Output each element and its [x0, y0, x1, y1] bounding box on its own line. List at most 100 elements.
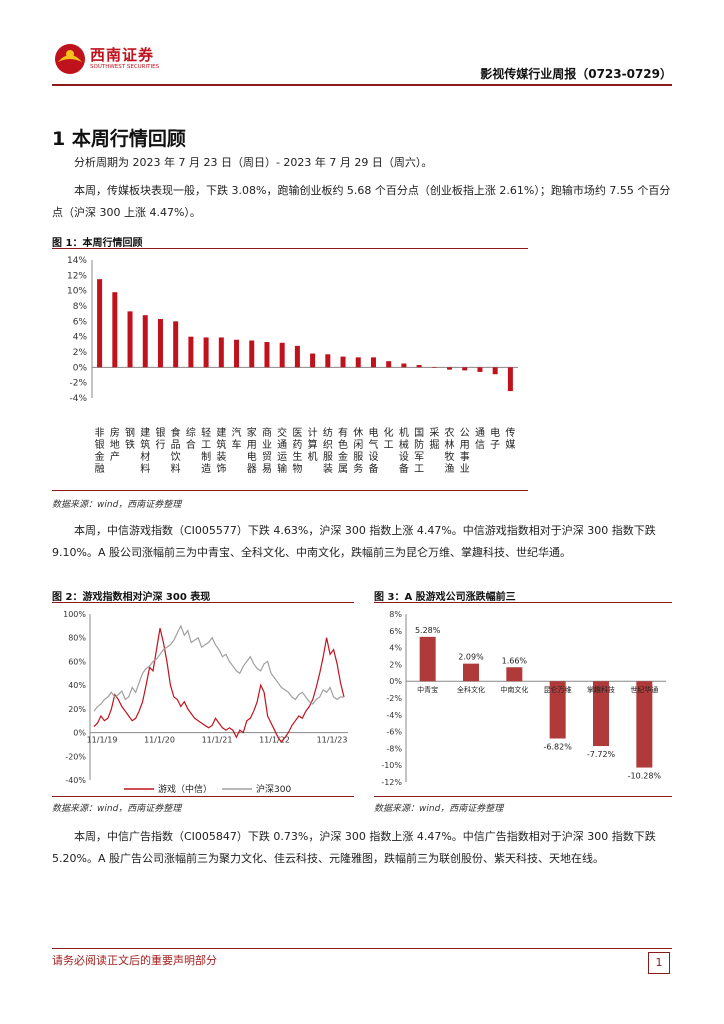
fig1-category-label: 备: [399, 462, 409, 475]
fig1-category-label: 设: [399, 451, 409, 463]
fig2-y-tick-label: -20%: [65, 752, 86, 761]
fig2-y-tick-label: 40%: [68, 681, 86, 690]
fig1-category-label: 服: [353, 451, 363, 463]
fig1-category-label: 业: [262, 439, 272, 451]
fig1-category-label: 汽: [232, 426, 242, 439]
fig1-category-label: 闲: [353, 438, 363, 451]
fig3-bottom-rule: [374, 796, 672, 797]
fig3-caption: 图 3：A 股游戏公司涨跌幅前三: [374, 592, 516, 603]
fig1-y-tick-label: 6%: [73, 317, 88, 327]
fig2-y-tick-label: 100%: [63, 610, 86, 619]
fig1-category-label: 掘: [429, 438, 439, 451]
fig1-y-tick-label: -2%: [69, 379, 87, 389]
fig1-bar: [157, 319, 163, 368]
fig1-category-label: 信: [475, 439, 485, 451]
fig1-top-rule: [52, 248, 528, 249]
fig1-category-label: 器: [247, 463, 257, 475]
fig1-bar: [142, 315, 148, 368]
logo-en-text: SOUTHWEST SECURITIES: [90, 64, 160, 70]
fig1-y-tick-label: 12%: [67, 271, 87, 281]
fig1-category-label: 饰: [216, 462, 226, 475]
footer-disclaimer: 请务必阅读正文后的重要声明部分: [52, 954, 217, 967]
fig1-category-label: 电: [247, 450, 257, 463]
fig1-bar: [431, 367, 437, 368]
fig1-category-label: 生: [292, 450, 302, 463]
fig3-category-label: 世纪华通: [630, 685, 658, 694]
fig3-y-tick-label: -6%: [386, 728, 402, 737]
fig3-y-tick-label: 6%: [389, 627, 402, 636]
page-number: 1: [648, 952, 670, 974]
report-title: 影视传媒行业周报（0723-0729）: [480, 67, 672, 81]
fig2-x-tick-label: 11/1/22: [259, 736, 290, 745]
fig1-category-label: 产: [110, 450, 120, 463]
fig2-bottom-rule: [52, 796, 354, 797]
fig3-y-tick-label: 8%: [389, 610, 402, 619]
fig1-category-label: 属: [338, 463, 348, 475]
fig2-y-tick-label: 0%: [73, 729, 86, 738]
fig3-y-tick-label: -8%: [386, 744, 402, 753]
fig1-bar: [477, 367, 483, 372]
fig1-category-label: 林: [445, 438, 455, 451]
fig1-category-label: 计: [308, 426, 318, 439]
fig2-y-tick-label: -40%: [65, 776, 86, 785]
fig1-category-label: 牧: [445, 450, 455, 463]
fig1-bar: [264, 342, 270, 368]
fig3-bar: [549, 681, 566, 739]
fig1-y-tick-label: 4%: [73, 333, 88, 343]
fig1-category-label: 车: [232, 438, 242, 451]
fig1-y-tick-label: 14%: [67, 256, 87, 266]
fig1-bar: [355, 357, 361, 368]
fig1-bar-chart: 14%12%10%8%6%4%2%0%-2%-4%非银金融房地产钢铁建筑材料银行…: [67, 256, 518, 475]
fig1-category-label: 药: [292, 439, 302, 451]
fig1-category-label: 行: [155, 438, 165, 451]
fig2-x-tick-label: 11/1/21: [202, 736, 233, 745]
fig1-category-label: 筑: [140, 438, 150, 451]
fig1-y-tick-label: 2%: [73, 348, 88, 358]
fig1-category-label: 交: [277, 426, 287, 439]
fig1-category-label: 电: [368, 426, 378, 439]
fig1-bar: [386, 361, 392, 368]
fig1-category-label: 织: [323, 439, 333, 451]
fig2-source: 数据来源：wind，西南证券整理: [52, 804, 182, 814]
fig3-category-label: 掌趣科技: [587, 685, 615, 694]
fig1-category-label: 有: [338, 426, 348, 439]
fig1-category-label: 建: [216, 426, 226, 439]
fig1-bar: [447, 367, 453, 370]
fig1-category-label: 采: [429, 427, 439, 439]
fig2-series-line: [93, 624, 344, 712]
fig1-category-label: 钢: [125, 426, 135, 439]
fig1-category-label: 纺: [323, 426, 333, 439]
fig1-bar: [203, 337, 209, 368]
fig1-category-label: 通: [475, 427, 485, 439]
fig1-bar: [416, 365, 422, 368]
fig1-category-label: 工: [384, 440, 394, 451]
fig1-category-label: 品: [171, 439, 181, 451]
fig2-legend-label: 游戏（中信）: [158, 783, 212, 794]
fig2-series-line: [93, 628, 345, 744]
fig3-category-label: 昆仑万维: [544, 685, 572, 694]
fig1-category-label: 融: [95, 463, 105, 475]
fig1-category-label: 建: [140, 426, 150, 439]
fig1-y-tick-label: 0%: [73, 363, 88, 373]
fig1-bar: [492, 367, 498, 375]
fig1-category-label: 运: [277, 451, 287, 463]
fig1-category-label: 子: [490, 439, 500, 451]
fig2-x-tick-label: 11/1/19: [87, 736, 118, 745]
fig3-y-tick-label: 2%: [389, 660, 402, 669]
fig1-category-label: 装: [216, 450, 226, 463]
fig1-category-label: 非: [95, 427, 105, 439]
fig1-category-label: 用: [460, 440, 470, 451]
fig1-category-label: 公: [460, 428, 470, 439]
fig1-category-label: 机: [399, 426, 409, 439]
game-index-paragraph: 本周，中信游戏指数（CI005577）下跌 4.63%，沪深 300 指数上涨 …: [52, 524, 656, 559]
fig1-category-label: 饮: [171, 450, 181, 463]
fig1-category-label: 务: [353, 462, 363, 475]
fig1-category-label: 算: [308, 438, 318, 451]
fig1-category-label: 造: [201, 462, 211, 475]
fig1-category-label: 业: [460, 463, 470, 475]
fig1-category-label: 房: [110, 426, 120, 439]
fig1-category-label: 料: [140, 462, 150, 475]
fig1-category-label: 银: [95, 438, 105, 451]
fig1-category-label: 材: [140, 450, 150, 463]
fig1-category-label: 商: [262, 426, 272, 439]
